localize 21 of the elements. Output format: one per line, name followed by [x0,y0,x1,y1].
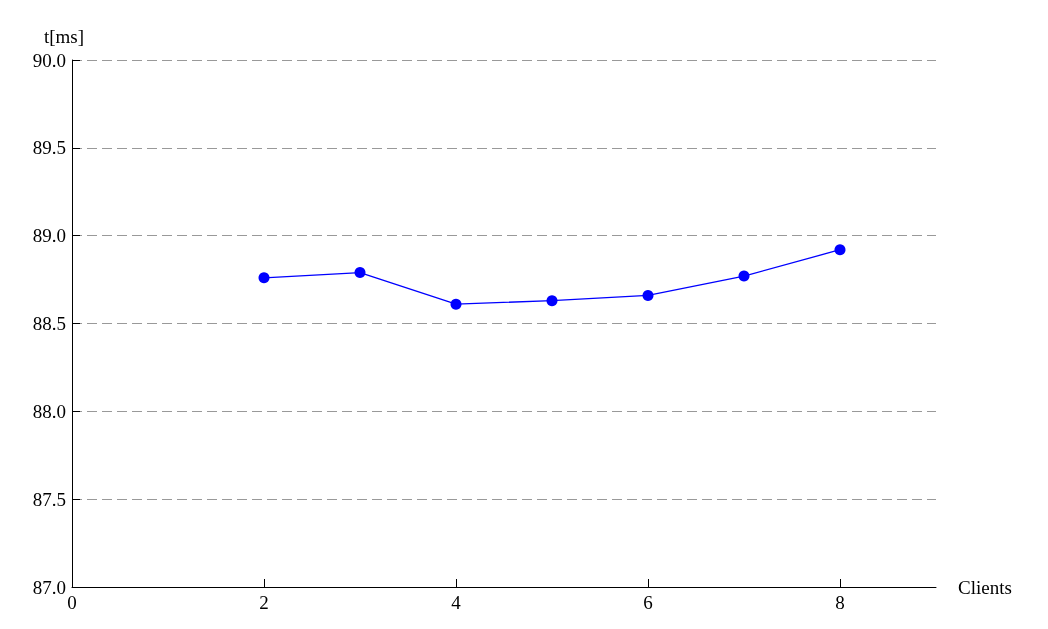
y-tick-label: 88.0 [32,400,66,422]
point [354,267,366,279]
point [258,272,270,284]
y-tick-label: 87.5 [32,488,66,510]
x-tick-label: 0 [67,592,77,613]
y-tick-label: 89.5 [32,137,66,159]
y-tick-label: 88.5 [32,313,66,334]
x-tick-label: 2 [259,592,269,613]
x-axis-title: Clients [958,576,1012,598]
x-tick-label: 4 [451,592,462,613]
y-tick-label: 90.0 [32,49,66,71]
point [546,295,558,307]
point [738,270,750,282]
y-tick-label: 89.0 [32,225,66,247]
point [450,298,462,310]
x-tick-label: 6 [643,592,653,613]
x-tick-label: 8 [835,592,845,613]
y-axis-title: t[ms] [43,26,84,47]
y-tick-label: 87.0 [32,576,66,598]
point [834,244,846,256]
point [642,289,654,301]
